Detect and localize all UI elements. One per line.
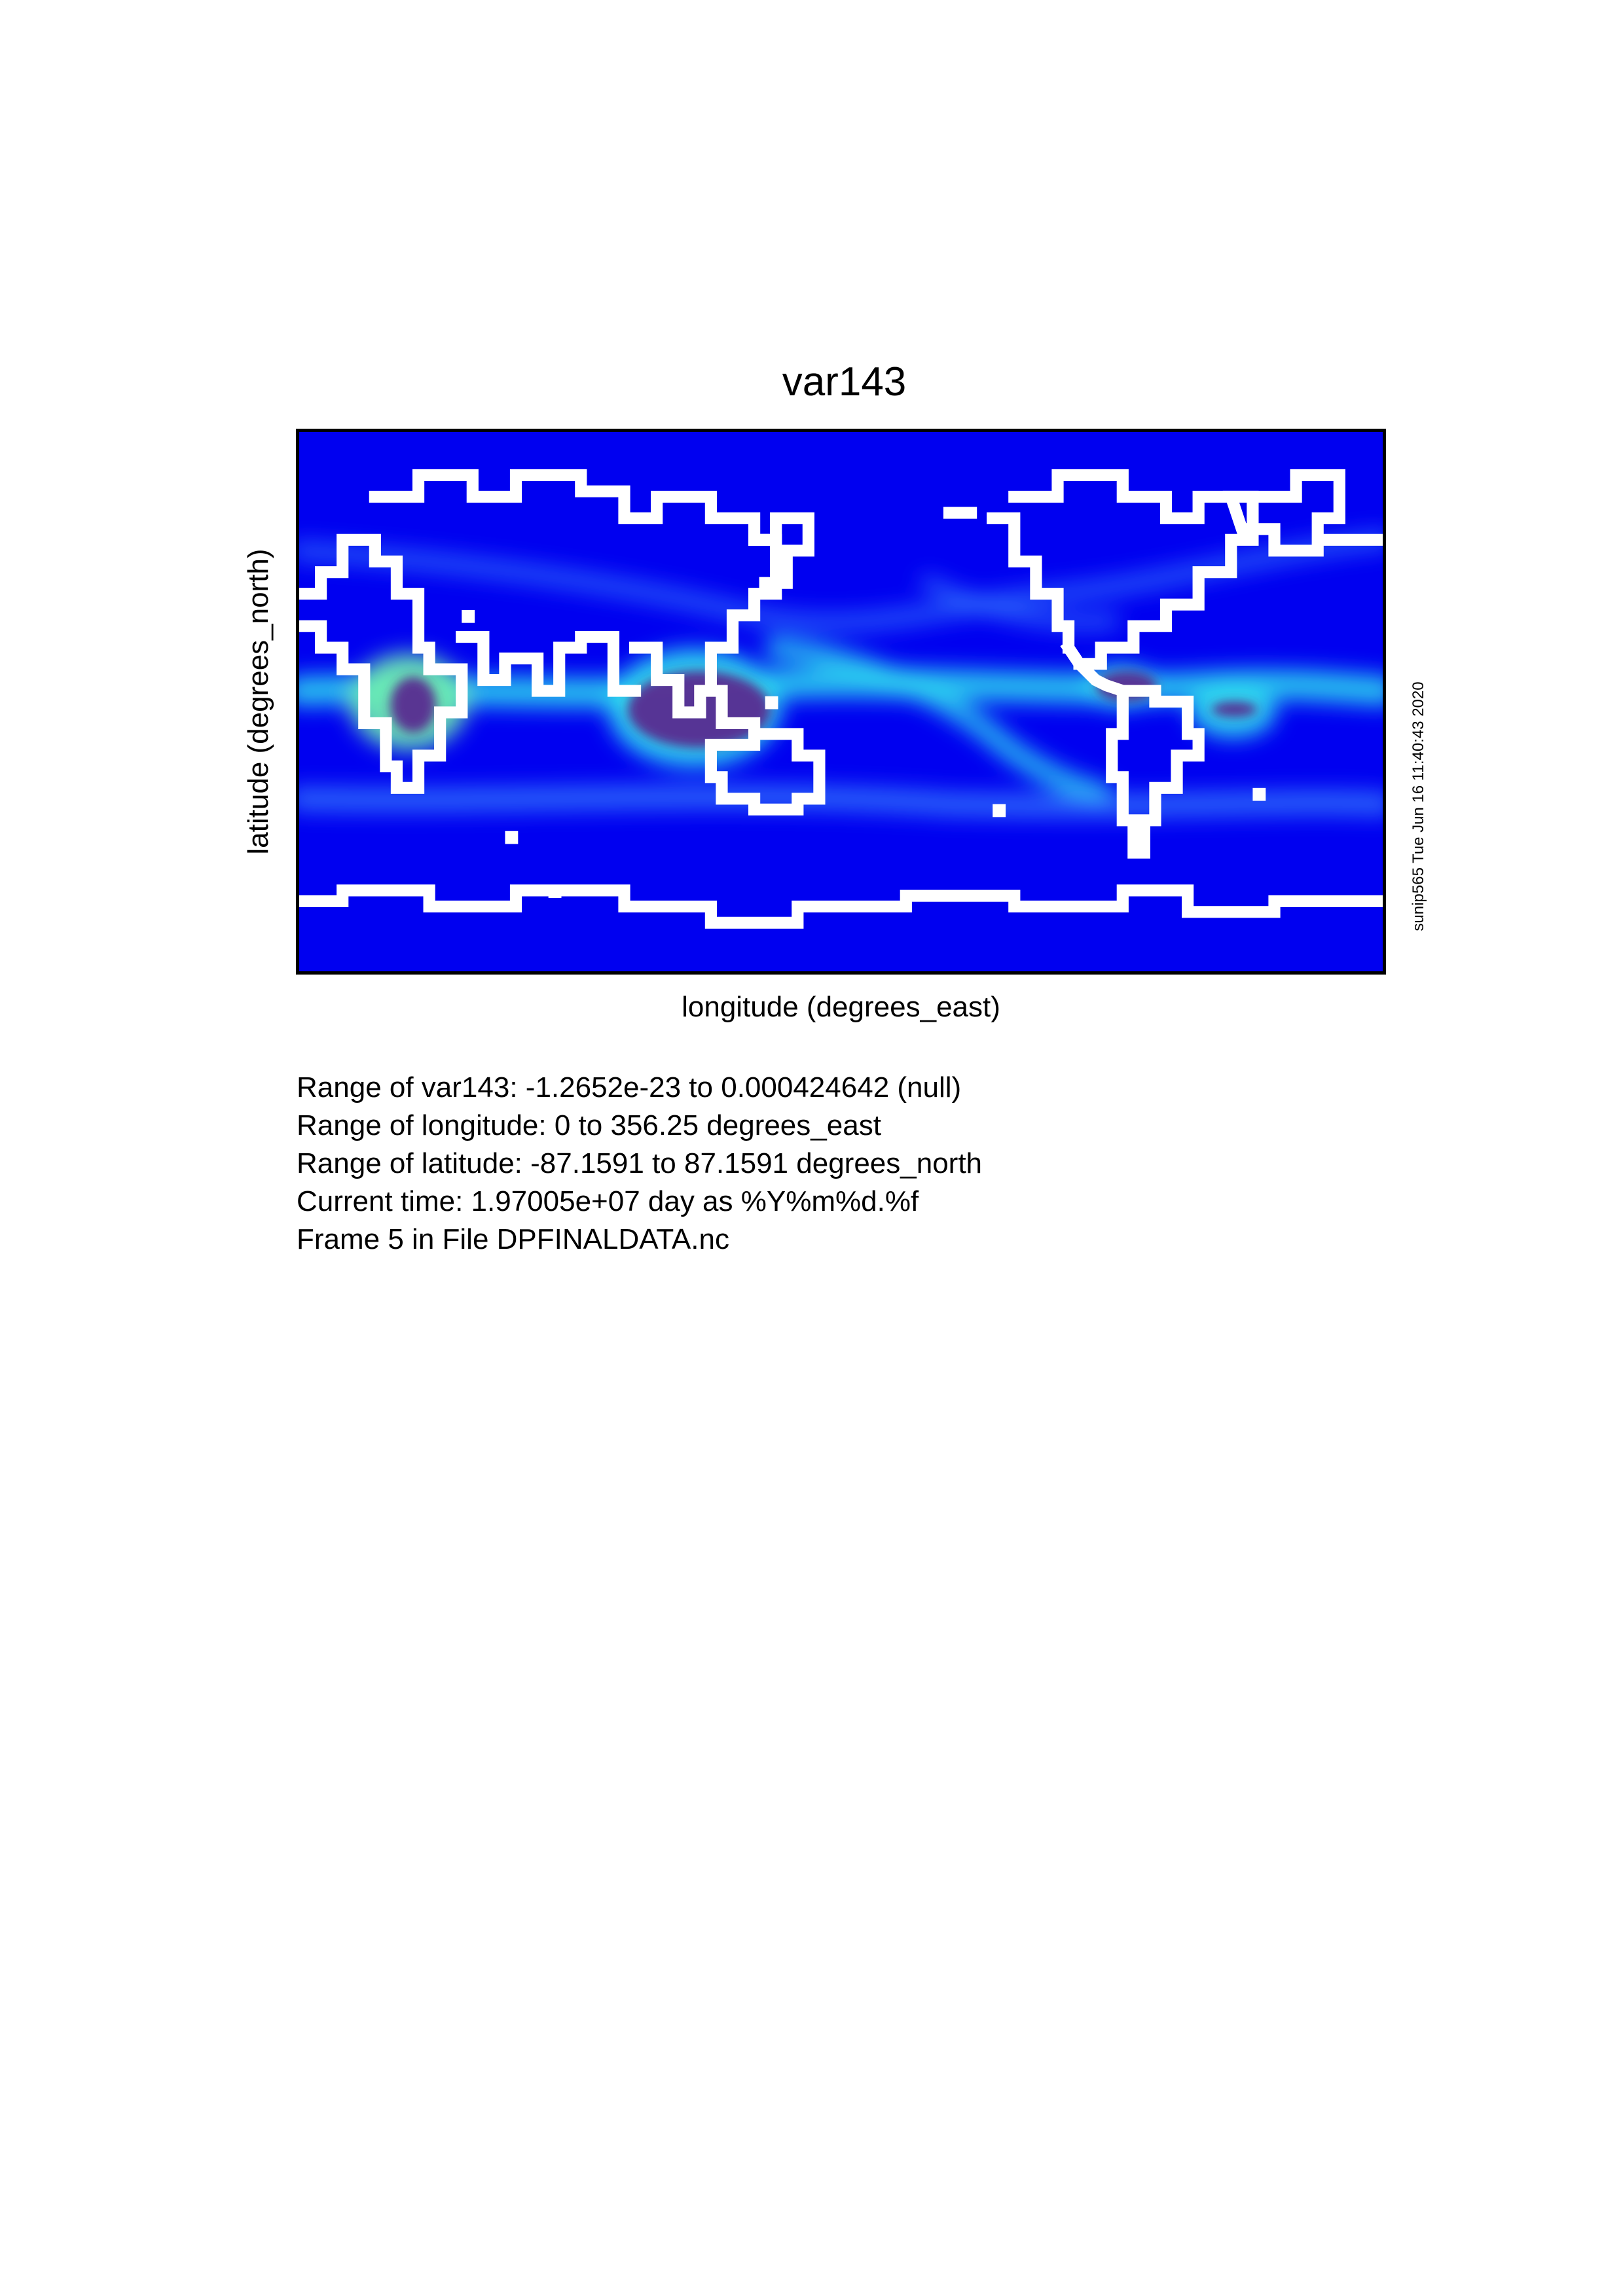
island-cell-0 [505,831,519,844]
x-axis-label: longitude (degrees_east) [682,991,1000,1023]
coastline-segment-7 [987,512,1075,654]
coastline-segment-3 [629,641,761,730]
coastline-segment-5 [748,512,814,589]
island-cell-5 [462,609,475,623]
coastline-segment-9 [1106,685,1205,859]
info-frame: Frame 5 in File DPFINALDATA.nc [297,1223,729,1255]
high-value-cell-0 [390,677,437,733]
island-cell-1 [548,885,562,898]
coastline-segment-0 [299,533,468,794]
coastline-segment-6 [1008,469,1259,670]
coastline-segment-8 [1060,639,1131,698]
info-range-variable: Range of var143: -1.2652e-23 to 0.000424… [297,1071,962,1103]
info-range-longitude: Range of longitude: 0 to 356.25 degrees_… [297,1109,881,1141]
island-cell-2 [993,804,1006,817]
coastline-segment-1 [369,469,782,687]
high-value-cell-3 [1211,702,1258,717]
timestamp-stamp: sunip565 Tue Jun 16 11:40:43 2020 [1410,681,1427,931]
y-axis-label: latitude (degrees_north) [242,548,274,855]
southern-storm-track [299,785,1383,818]
map-plot [296,429,1386,975]
spcz-band [765,637,1112,804]
info-current-time: Current time: 1.97005e+07 day as %Y%m%d.… [297,1185,919,1217]
plot-title: var143 [782,359,907,404]
coastline-segment-10 [1222,469,1345,557]
pacific-storm-track [920,575,1120,630]
island-cell-4 [765,696,778,709]
map-canvas [299,432,1383,971]
coastline-segment-4 [704,728,826,816]
coastline-overlay [299,469,1383,929]
coastline-segment-11 [299,884,1383,929]
coastline-segment-2 [456,631,642,697]
info-block: Range of var143: -1.2652e-23 to 0.000424… [297,1069,1344,1259]
island-cell-3 [1252,787,1266,801]
info-range-latitude: Range of latitude: -87.1591 to 87.1591 d… [297,1147,983,1179]
